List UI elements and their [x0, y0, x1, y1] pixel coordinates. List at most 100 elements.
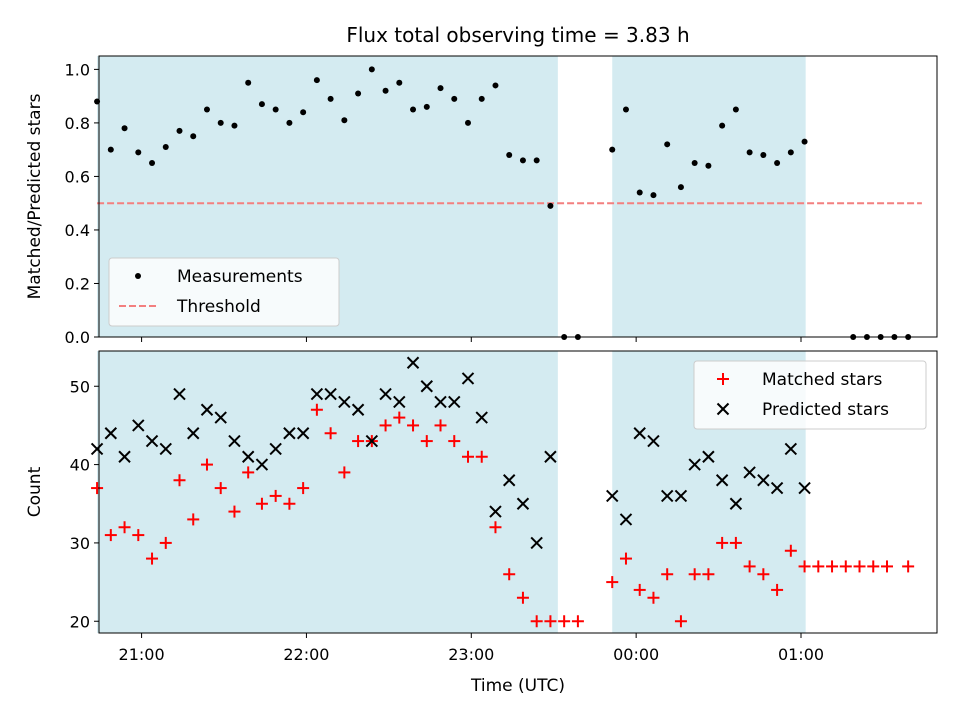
measurements-point — [746, 149, 753, 156]
ratio-observing-window — [612, 56, 806, 337]
matched-stars-point — [489, 521, 502, 534]
measurements-point — [547, 202, 554, 209]
matched-stars-point — [606, 576, 619, 589]
predicted-stars-point — [420, 380, 433, 393]
matched-stars-point — [743, 560, 756, 573]
predicted-stars-point — [365, 434, 379, 448]
predicted-stars-point — [90, 442, 104, 456]
measurements-point — [437, 85, 444, 92]
matched-stars-point — [434, 419, 447, 432]
matched-stars-point — [420, 435, 433, 448]
count-y-tick-label: 50 — [70, 377, 90, 396]
measurements-point — [245, 79, 252, 86]
measurements-point — [719, 122, 726, 129]
measurements-point — [492, 82, 499, 89]
measurements-point — [203, 106, 210, 113]
matched-stars-point — [798, 560, 811, 573]
matched-stars-point — [242, 466, 255, 479]
predicted-stars-point — [461, 372, 475, 385]
ratio-legend: Measurements Threshold — [108, 257, 340, 327]
measurements-point — [787, 149, 794, 156]
predicted-stars-point — [743, 466, 756, 479]
predicted-stars-point — [503, 474, 516, 487]
predicted-stars-point — [606, 489, 619, 503]
predicted-stars-point — [798, 481, 811, 495]
x-tick-label: 21:00 — [119, 645, 165, 664]
measurements-point — [396, 79, 403, 86]
matched-stars-point — [214, 482, 227, 495]
count-observing-window — [97, 351, 558, 633]
measurements-point — [107, 146, 114, 153]
predicted-stars-point — [132, 419, 145, 432]
matched-stars-point — [173, 474, 186, 487]
matched-stars-point — [200, 458, 213, 471]
matched-stars-point — [516, 591, 529, 604]
measurements-point — [300, 109, 307, 116]
predicted-stars-point — [241, 450, 255, 463]
matched-stars-point — [104, 529, 117, 542]
predicted-stars-point — [406, 356, 420, 369]
measurements-point — [410, 106, 417, 113]
matched-stars-point — [661, 568, 674, 581]
ratio-y-axis-label: Matched/Predicted stars — [25, 93, 45, 299]
measurements-point — [272, 106, 279, 113]
matched-stars-point — [283, 497, 296, 510]
matched-stars-point — [324, 427, 337, 440]
predicted-stars-point — [187, 427, 200, 440]
measurements-point — [135, 149, 142, 156]
matched-stars-point — [544, 615, 557, 628]
count-plot-frame — [98, 350, 938, 634]
matched-stars-point — [688, 568, 701, 581]
predicted-stars-point — [324, 387, 337, 401]
predicted-stars-point — [296, 427, 310, 440]
matched-stars-point — [757, 568, 770, 581]
x-tick-label: 00:00 — [613, 645, 659, 664]
predicted-stars-legend-label: Predicted stars — [762, 400, 889, 420]
predicted-stars-point — [104, 427, 118, 440]
count-y-tick-label: 30 — [70, 534, 90, 553]
measurements-point — [506, 152, 513, 159]
legend-box — [108, 257, 340, 327]
measurements-point — [801, 138, 808, 145]
matched-stars-point — [867, 560, 880, 573]
measurements-point — [231, 122, 238, 129]
predicted-stars-point — [159, 442, 172, 456]
matched-stars-point — [461, 450, 474, 463]
predicted-stars-point — [715, 474, 729, 487]
predicted-stars-point — [489, 505, 502, 518]
matched-stars-point — [784, 544, 797, 557]
predicted-stars-point — [660, 489, 674, 503]
measurements-point — [190, 133, 197, 140]
threshold-legend-label: Threshold — [176, 297, 261, 317]
measurements-point — [677, 184, 684, 191]
predicted-stars-point — [633, 427, 646, 440]
ratio-y-tick-label: 0.6 — [65, 167, 90, 186]
predicted-stars-point — [351, 403, 365, 416]
measurements-point — [382, 87, 389, 94]
matched-stars-point — [159, 536, 172, 549]
predicted-stars-point — [784, 442, 798, 456]
measurements-point — [464, 119, 471, 126]
measurements-point — [423, 103, 430, 110]
predicted-stars-point — [214, 411, 227, 424]
measurements-point — [286, 119, 293, 126]
matched-stars-point — [558, 615, 571, 628]
predicted-stars-point — [310, 387, 324, 401]
measurements-point — [650, 192, 657, 199]
count-legend: Matched stars Predicted stars — [693, 360, 927, 430]
matched-stars-point — [647, 591, 660, 604]
matched-stars-point — [297, 482, 310, 495]
measurements-point — [636, 189, 643, 196]
matched-stars-point — [503, 568, 516, 581]
matched-stars-legend-label: Matched stars — [762, 370, 882, 390]
predicted-stars-point — [255, 458, 269, 471]
matched-stars-point — [475, 450, 488, 463]
measurements-point — [258, 101, 265, 108]
measurements-point — [368, 66, 375, 73]
predicted-stars-point — [516, 497, 530, 510]
predicted-stars-point — [228, 434, 241, 448]
predicted-stars-point — [530, 536, 543, 550]
ratio-y-tick-label: 0.2 — [65, 274, 90, 293]
count-y-axis-label: Count — [25, 466, 45, 517]
predicted-stars-point — [434, 395, 447, 409]
